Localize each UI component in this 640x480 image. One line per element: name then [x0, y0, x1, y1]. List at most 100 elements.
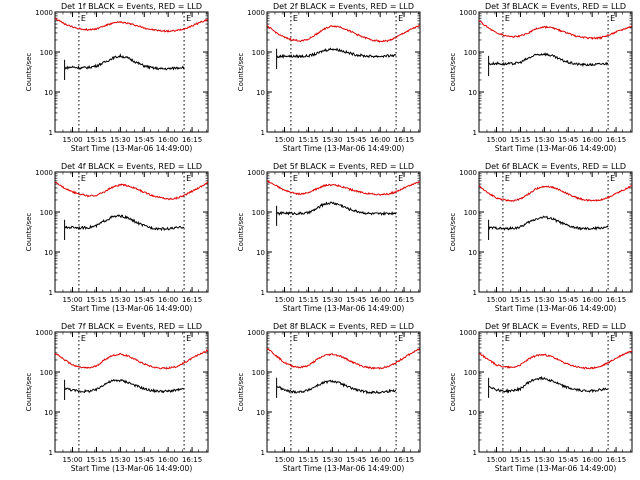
chart-panel-det-7f: Det 7f BLACK = Events, RED = LLD 1 10 100 10… [25, 322, 209, 473]
lld-series-line [266, 348, 421, 370]
chart-title: Det 1f BLACK = Events, RED = LLD [61, 2, 202, 11]
lld-series-line [267, 180, 421, 197]
chart-panel-det-8f: Det 8f BLACK = Events, RED = LLD 1 10 100 10… [237, 322, 421, 473]
chart-title: Det 9f BLACK = Events, RED = LLD [485, 322, 626, 331]
y-axis-label: Counts/sec [237, 213, 245, 252]
x-axis-label: Start Time (13-Mar-06 14:49:00) [495, 464, 617, 473]
plot-frame [266, 11, 421, 133]
x-tick-label: 16:00 [370, 296, 390, 304]
y-tick-label: 1000 [35, 169, 53, 177]
chart-title: Det 8f BLACK = Events, RED = LLD [273, 322, 414, 331]
x-tick-label: 15:30 [534, 296, 554, 304]
chart-panel-det-9f: Det 9f BLACK = Events, RED = LLD 1 10 100 10… [449, 322, 633, 473]
plot-frame [478, 331, 633, 453]
x-tick-label: 16:15 [182, 296, 202, 304]
x-tick-label: 16:15 [182, 456, 202, 464]
chart-title: Det 6f BLACK = Events, RED = LLD [485, 162, 626, 171]
events-series-line [488, 52, 609, 77]
lld-series-line [266, 24, 421, 43]
y-tick-label: 100 [252, 369, 265, 377]
event-marker-label: E [293, 14, 298, 23]
x-tick-label: 15:30 [322, 136, 342, 144]
x-tick-label: 15:45 [346, 456, 366, 464]
y-tick-label: 100 [464, 369, 477, 377]
x-tick-label: 15:30 [534, 136, 554, 144]
y-tick-label: 1 [261, 289, 265, 297]
x-tick-label: 15:45 [558, 136, 578, 144]
x-tick-label: 16:00 [582, 136, 602, 144]
plot-frame [478, 11, 633, 133]
y-tick-label: 1000 [247, 329, 265, 337]
plot-frame [266, 331, 421, 453]
y-axis-label: Counts/sec [449, 373, 457, 412]
chart-panel-det-1f: Det 1f BLACK = Events, RED = LLD 1 10 100 10… [25, 2, 209, 153]
x-tick-label: 15:00 [486, 136, 506, 144]
x-tick-label: 16:15 [394, 136, 414, 144]
y-tick-label: 10 [256, 249, 265, 257]
y-tick-label: 1 [473, 449, 477, 457]
event-marker-label: E [505, 334, 510, 343]
chart-panel-det-5f: Det 5f BLACK = Events, RED = LLD 1 10 100 10… [237, 162, 421, 313]
event-marker-label: E [398, 334, 403, 343]
y-tick-label: 1 [261, 449, 265, 457]
x-tick-label: 15:00 [274, 456, 294, 464]
y-axis-label: Counts/sec [25, 53, 33, 92]
x-tick-label: 16:00 [370, 456, 390, 464]
event-marker-label: E [186, 14, 191, 23]
x-tick-label: 15:15 [298, 456, 318, 464]
x-axis-label: Start Time (13-Mar-06 14:49:00) [283, 464, 405, 473]
x-tick-label: 16:15 [606, 296, 626, 304]
event-marker-label: E [398, 14, 403, 23]
plot-frame [266, 171, 421, 293]
y-tick-label: 1 [473, 129, 477, 137]
y-tick-label: 10 [256, 89, 265, 97]
x-tick-label: 15:30 [110, 296, 130, 304]
x-tick-label: 16:00 [582, 296, 602, 304]
x-tick-label: 15:45 [346, 296, 366, 304]
x-tick-label: 15:00 [274, 136, 294, 144]
x-tick-label: 15:30 [534, 456, 554, 464]
chart-panel-det-2f: Det 2f BLACK = Events, RED = LLD 1 10 100 10… [237, 2, 421, 153]
chart-title: Det 5f BLACK = Events, RED = LLD [273, 162, 414, 171]
y-tick-label: 10 [44, 249, 53, 257]
event-marker-label: E [505, 14, 510, 23]
event-marker-label: E [81, 334, 86, 343]
y-tick-label: 1000 [459, 169, 477, 177]
y-axis-label: Counts/sec [449, 213, 457, 252]
event-marker-label: E [186, 334, 191, 343]
y-tick-label: 1000 [35, 329, 53, 337]
y-tick-label: 100 [252, 49, 265, 57]
x-tick-label: 15:00 [62, 136, 82, 144]
plot-frame [54, 331, 209, 453]
y-tick-label: 100 [40, 49, 53, 57]
x-tick-label: 15:30 [110, 136, 130, 144]
y-tick-label: 100 [464, 49, 477, 57]
events-series-line [276, 47, 397, 69]
y-axis-label: Counts/sec [237, 373, 245, 412]
events-series-line [276, 377, 397, 398]
x-tick-label: 16:15 [606, 456, 626, 464]
y-tick-label: 10 [468, 249, 477, 257]
x-axis-label: Start Time (13-Mar-06 14:49:00) [495, 304, 617, 313]
plot-frame [54, 171, 209, 293]
x-tick-label: 15:00 [274, 296, 294, 304]
y-tick-label: 10 [44, 409, 53, 417]
x-tick-label: 16:00 [158, 296, 178, 304]
lld-series-line [478, 19, 633, 41]
event-marker-label: E [610, 174, 615, 183]
lld-series-line [54, 18, 209, 33]
events-series-line [64, 214, 185, 240]
lld-series-line [478, 185, 633, 203]
x-tick-label: 15:00 [486, 456, 506, 464]
chart-title: Det 4f BLACK = Events, RED = LLD [61, 162, 202, 171]
x-tick-label: 15:15 [86, 136, 106, 144]
chart-panel-det-6f: Det 6f BLACK = Events, RED = LLD 1 10 100 10… [449, 162, 633, 313]
x-tick-label: 15:45 [558, 456, 578, 464]
lld-series-line [478, 350, 633, 370]
y-tick-label: 100 [464, 209, 477, 217]
y-tick-label: 1 [49, 289, 53, 297]
x-tick-label: 15:30 [110, 456, 130, 464]
x-axis-label: Start Time (13-Mar-06 14:49:00) [71, 464, 193, 473]
x-axis-label: Start Time (13-Mar-06 14:49:00) [71, 304, 193, 313]
